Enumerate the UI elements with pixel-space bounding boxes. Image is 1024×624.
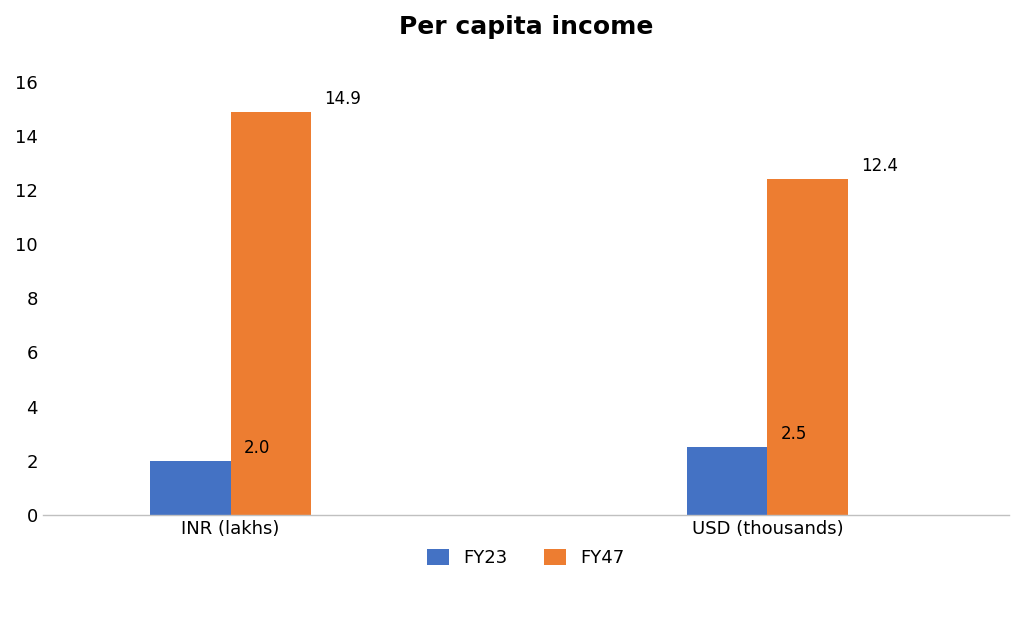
Legend: FY23, FY47: FY23, FY47 [420,542,632,575]
Title: Per capita income: Per capita income [398,15,653,39]
Bar [151,461,230,515]
Bar [687,447,767,515]
Text: 2.0: 2.0 [244,439,270,457]
Text: 2.5: 2.5 [781,425,807,443]
Bar [230,112,311,515]
Bar [767,179,848,515]
Text: 12.4: 12.4 [861,157,898,175]
Text: 14.9: 14.9 [325,90,361,107]
